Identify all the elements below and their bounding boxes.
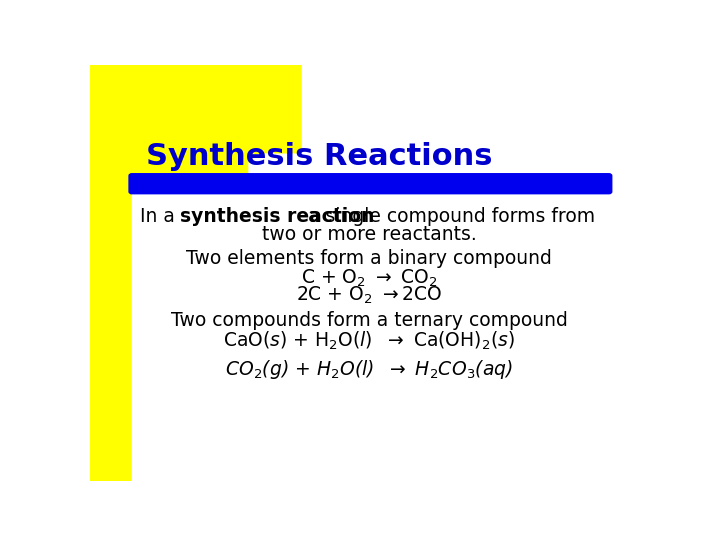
Bar [90, 65, 132, 481]
Text: CaO($s$) + H$_2$O($l$)  $\rightarrow$ Ca(OH)$_2$($s$): CaO($s$) + H$_2$O($l$) $\rightarrow$ Ca(… [223, 330, 515, 353]
Text: synthesis reaction: synthesis reaction [181, 207, 375, 226]
Text: C + O$_2$ $\rightarrow$ CO$_2$: C + O$_2$ $\rightarrow$ CO$_2$ [301, 267, 437, 289]
FancyBboxPatch shape [129, 174, 612, 194]
Text: Synthesis Reactions: Synthesis Reactions [145, 142, 492, 171]
Text: 2C + O$_2$ $\rightarrow$2CO: 2C + O$_2$ $\rightarrow$2CO [296, 285, 442, 306]
Text: Two elements form a binary compound: Two elements form a binary compound [186, 248, 552, 268]
Text: Two compounds form a ternary compound: Two compounds form a ternary compound [171, 311, 567, 330]
Text: a single compound forms from: a single compound forms from [302, 207, 595, 226]
Bar [132, 181, 648, 481]
Text: CO$_2$($g$) + H$_2$O($l$)  $\rightarrow$ H$_2$CO$_3$($aq$): CO$_2$($g$) + H$_2$O($l$) $\rightarrow$ … [225, 357, 513, 381]
Bar [302, 65, 720, 181]
Text: In a: In a [140, 207, 181, 226]
Text: two or more reactants.: two or more reactants. [261, 225, 477, 244]
FancyBboxPatch shape [249, 154, 327, 217]
Bar [90, 65, 302, 181]
